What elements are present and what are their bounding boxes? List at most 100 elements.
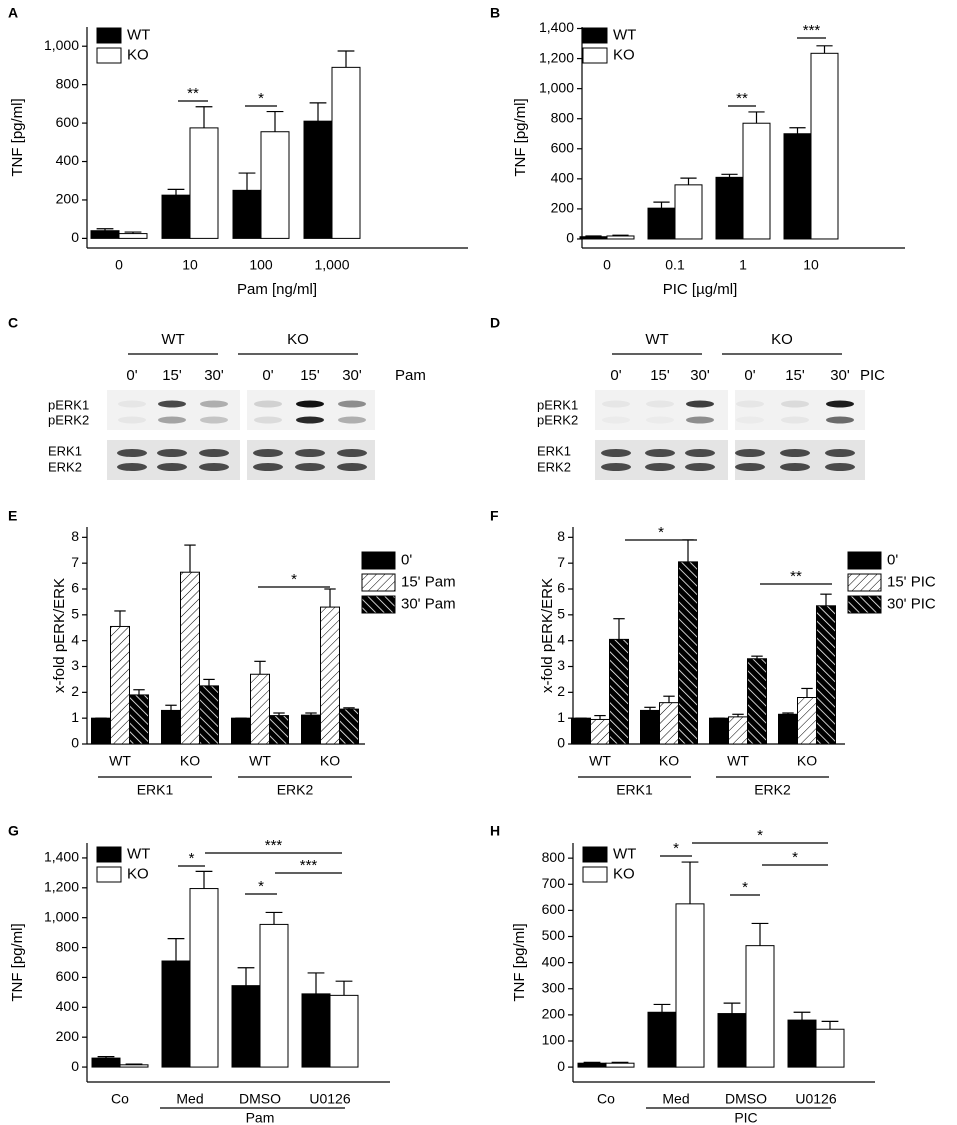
blot-band — [199, 463, 229, 471]
blot-band — [645, 449, 675, 457]
x-tick-label: 0 — [115, 257, 123, 273]
y-tick-label: 400 — [56, 998, 80, 1014]
blot-band — [295, 449, 325, 457]
y-tick-label: 800 — [56, 938, 80, 954]
legend-swatch — [361, 573, 396, 592]
blot-band — [200, 416, 228, 424]
bar — [91, 717, 111, 745]
row-label: pERK1 — [48, 397, 89, 412]
panel-letter: D — [490, 315, 500, 331]
treatment-label: Pam — [395, 367, 426, 384]
significance-label: * — [291, 571, 297, 588]
blot-band — [646, 417, 674, 424]
x-tick-label: KO — [797, 753, 817, 769]
legend-swatch — [96, 27, 122, 44]
y-tick-label: 8 — [557, 528, 565, 544]
bar — [797, 697, 817, 745]
row-label: ERK1 — [537, 443, 571, 458]
lane-label: 30' — [830, 367, 850, 384]
bar — [91, 1057, 121, 1068]
bar — [189, 127, 219, 239]
y-tick-label: 600 — [551, 139, 575, 155]
y-tick-label: 200 — [56, 1028, 80, 1044]
y-tick-label: 7 — [557, 554, 565, 570]
blot-band — [685, 463, 715, 471]
blot-band — [117, 449, 147, 457]
bar — [118, 233, 148, 239]
legend-label: KO — [613, 865, 635, 882]
group-label: Pam — [246, 1110, 275, 1125]
bar — [571, 717, 591, 745]
blot-band — [118, 400, 146, 408]
blot-band — [296, 416, 324, 424]
bar — [747, 658, 767, 745]
panel-letter: E — [8, 508, 17, 524]
lane-label: 0' — [744, 367, 755, 384]
legend-swatch — [361, 595, 396, 614]
blot-band — [157, 449, 187, 457]
blot-band — [736, 417, 764, 424]
y-tick-label: 2 — [557, 683, 565, 699]
group-label: KO — [287, 331, 309, 348]
row-label: pERK1 — [537, 397, 578, 412]
bar — [232, 189, 262, 239]
bar — [605, 1062, 635, 1068]
x-tick-label: Med — [176, 1091, 203, 1107]
y-tick-label: 400 — [551, 170, 575, 186]
blot-band — [118, 416, 146, 424]
legend-swatch — [96, 866, 122, 883]
y-tick-label: 5 — [71, 606, 79, 622]
legend-label: KO — [127, 46, 149, 63]
legend-swatch — [582, 866, 608, 883]
x-tick-label: WT — [727, 753, 749, 769]
row-label: pERK2 — [537, 412, 578, 427]
x-tick-label: U0126 — [309, 1091, 350, 1107]
x-tick-label: 0.1 — [665, 257, 685, 273]
y-tick-label: 0 — [566, 230, 574, 246]
y-tick-label: 400 — [542, 953, 566, 969]
y-tick-label: 1,000 — [44, 908, 79, 924]
y-axis-label: TNF [pg/ml] — [9, 98, 26, 176]
bar — [579, 236, 608, 240]
blot-band — [826, 400, 854, 408]
x-tick-label: Med — [662, 1091, 689, 1107]
significance-label: ** — [187, 85, 199, 102]
x-tick-label: KO — [659, 753, 679, 769]
significance-label: * — [742, 879, 748, 896]
bar — [189, 888, 219, 1068]
blot-band — [825, 449, 855, 457]
legend-swatch — [582, 846, 608, 863]
x-tick-label: U0126 — [795, 1091, 836, 1107]
blot-band — [254, 400, 282, 408]
lane-label: 30' — [342, 367, 362, 384]
y-tick-label: 4 — [557, 631, 565, 647]
y-tick-label: 500 — [542, 927, 566, 943]
bar — [717, 1013, 747, 1068]
bar — [110, 625, 130, 745]
y-axis-label: x-fold pERK/ERK — [539, 578, 556, 693]
group-label: ERK2 — [754, 782, 791, 798]
blot-band — [601, 463, 631, 471]
blot-band — [200, 400, 228, 408]
panel-letter: B — [490, 5, 500, 21]
x-tick-label: KO — [320, 753, 340, 769]
lane-label: 15' — [785, 367, 805, 384]
legend-swatch — [361, 551, 396, 570]
legend-swatch — [582, 47, 608, 64]
treatment-label: PIC — [860, 367, 885, 384]
blot-background — [735, 390, 865, 430]
y-tick-label: 1,200 — [539, 49, 574, 65]
significance-label: *** — [300, 857, 318, 874]
significance-label: ** — [736, 90, 748, 107]
blot-background — [107, 440, 240, 480]
bar — [320, 606, 340, 745]
bar — [678, 561, 698, 745]
y-tick-label: 6 — [557, 580, 565, 596]
blot-band — [253, 449, 283, 457]
y-tick-label: 100 — [542, 1032, 566, 1048]
y-tick-label: 600 — [56, 968, 80, 984]
bar — [640, 709, 660, 745]
group-label: WT — [645, 331, 668, 348]
bar — [161, 709, 181, 745]
